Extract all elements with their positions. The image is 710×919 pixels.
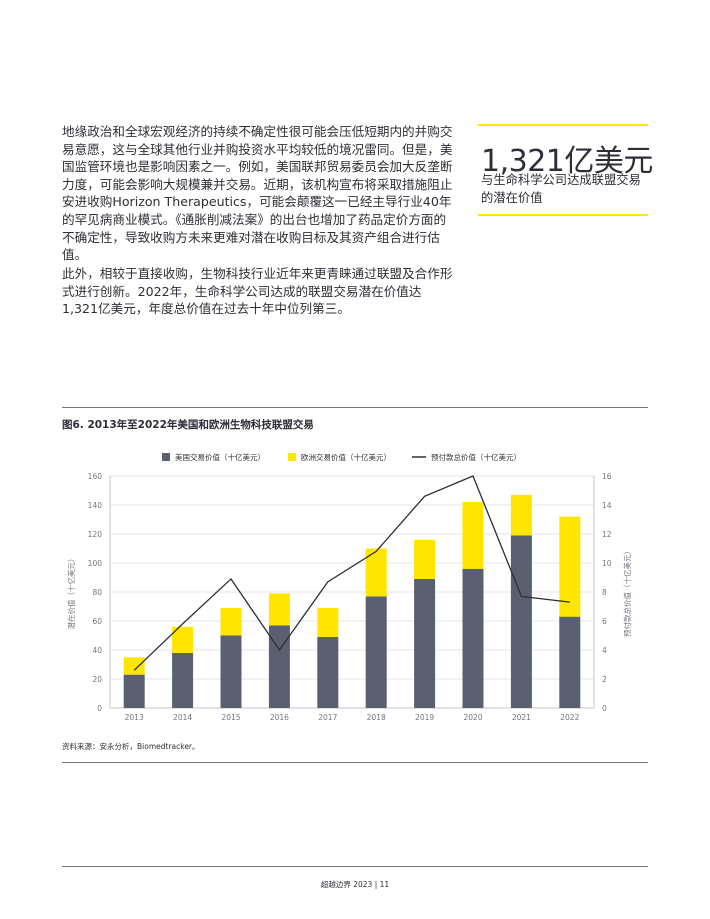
x-tick-label: 2016 <box>270 713 289 722</box>
callout-value: 1,321亿美元 <box>481 144 653 179</box>
x-tick-label: 2018 <box>367 713 386 722</box>
alliance-deals-chart: 0 20 40 60 80 100 120 140 160 0 2 4 6 8 10 12 14 16 2013 20… <box>66 452 632 722</box>
callout-caption: 与生命科学公司达成联盟交易的潜在价值 <box>481 173 641 205</box>
legend-swatch <box>288 453 296 461</box>
eu-value-bar <box>123 657 145 675</box>
figure-source: 资料来源：安永分析，Biomedtracker。 <box>62 742 200 751</box>
legend-label: 欧洲交易价值（十亿美元） <box>301 452 391 462</box>
y2-tick-label: 10 <box>602 559 612 568</box>
eu-value-bar <box>268 593 290 626</box>
x-tick-label: 2013 <box>125 713 144 722</box>
x-tick-label: 2022 <box>560 713 579 722</box>
us-value-bar <box>317 636 339 708</box>
y-tick-label: 40 <box>92 646 102 655</box>
us-value-bar <box>510 535 532 708</box>
us-value-bar <box>172 652 194 708</box>
y-tick-label: 20 <box>92 675 102 684</box>
y-tick-label: 140 <box>88 501 103 510</box>
eu-value-bar <box>462 502 484 569</box>
y2-tick-label: 16 <box>602 472 612 481</box>
figure-title: 图6. 2013年至2022年美国和欧洲生物科技联盟交易 <box>62 419 314 431</box>
y-axis-title: 潜在价值（十亿美元） <box>66 555 76 630</box>
figure-top-divider <box>62 407 648 408</box>
y2-tick-label: 14 <box>602 501 612 510</box>
eu-value-bar <box>414 539 436 579</box>
page-footer: 超越边界 2023 | 11 <box>320 880 390 889</box>
eu-value-bar <box>365 548 387 597</box>
x-tick-label: 2017 <box>318 713 337 722</box>
us-value-bar <box>559 616 581 708</box>
y-tick-label: 120 <box>88 530 103 539</box>
us-value-bar <box>462 568 484 708</box>
y2-tick-label: 8 <box>602 588 607 597</box>
x-tick-label: 2019 <box>415 713 434 722</box>
y-tick-label: 0 <box>97 704 102 713</box>
upfront-value-line <box>133 475 570 671</box>
callout-box: 1,321亿美元 与生命科学公司达成联盟交易的潜在价值 <box>478 124 653 216</box>
eu-value-bar <box>559 516 581 617</box>
y2-tick-label: 2 <box>602 675 607 684</box>
us-value-bar <box>365 596 387 708</box>
legend-label: 预付款总价值（十亿美元） <box>431 452 521 462</box>
us-value-bar <box>123 674 145 708</box>
y2-tick-label: 4 <box>602 646 607 655</box>
y2-tick-label: 0 <box>602 704 607 713</box>
footer-divider <box>62 866 648 867</box>
x-tick-label: 2021 <box>512 713 531 722</box>
legend-label: 美国交易价值（十亿美元） <box>175 452 265 462</box>
x-tick-label: 2020 <box>463 713 482 722</box>
body-paragraph-2: 此外，相较于直接收购，生物科技行业近年来更青睐通过联盟及合作形式进行创新。202… <box>62 266 453 317</box>
eu-value-bar <box>317 607 339 637</box>
y2-tick-label: 12 <box>602 530 612 539</box>
us-value-bar <box>268 625 290 708</box>
y2-axis-title: 预付款总价值（十亿美元） <box>622 547 632 637</box>
us-value-bar <box>414 578 436 708</box>
us-value-bar <box>220 635 242 708</box>
y-tick-label: 160 <box>88 472 103 481</box>
body-paragraph-1: 地缘政治和全球宏观经济的持续不确定性很可能会压低短期内的并购交易意愿，这与全球其… <box>62 124 453 263</box>
eu-value-bar <box>510 494 532 536</box>
eu-value-bar <box>172 626 194 653</box>
y-tick-label: 80 <box>92 588 102 597</box>
eu-value-bar <box>220 607 242 636</box>
y2-tick-label: 6 <box>602 617 607 626</box>
figure-bottom-divider <box>62 762 648 763</box>
x-tick-label: 2015 <box>221 713 240 722</box>
y-tick-label: 60 <box>92 617 102 626</box>
x-tick-label: 2014 <box>173 713 192 722</box>
legend-swatch <box>162 453 170 461</box>
y-tick-label: 100 <box>88 559 103 568</box>
